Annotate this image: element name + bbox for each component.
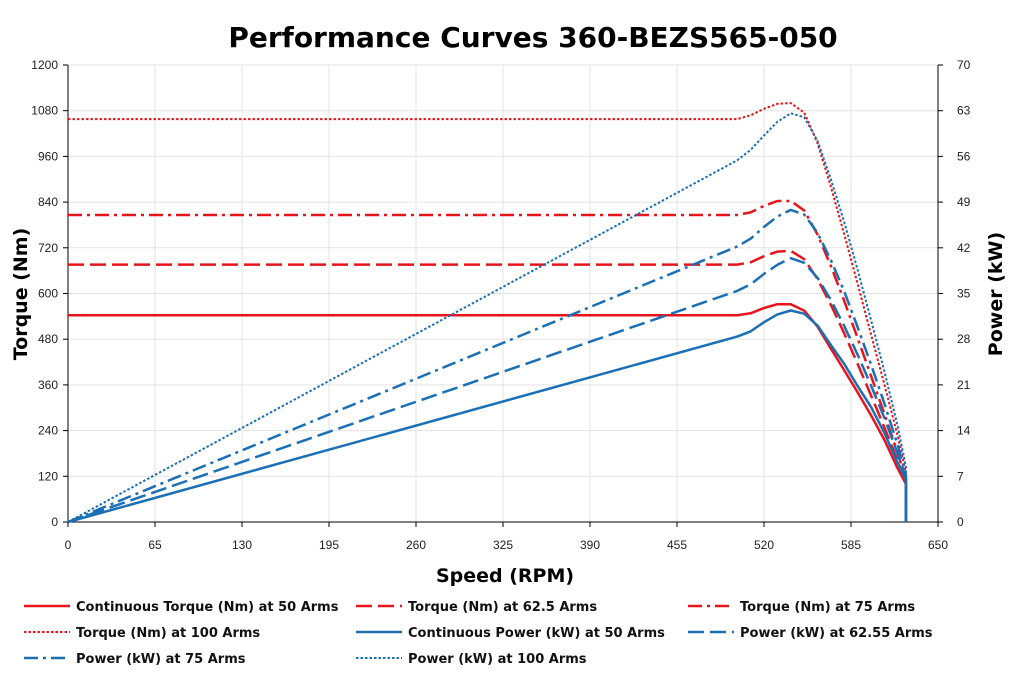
legend-label-8: Power (kW) at 100 Arms bbox=[408, 652, 587, 667]
x-tick-label: 0 bbox=[65, 538, 72, 552]
y-tick-label: 0 bbox=[51, 515, 58, 529]
x-axis-title: Speed (RPM) bbox=[436, 565, 574, 587]
y2-tick-label: 63 bbox=[957, 104, 971, 118]
y-tick-label: 360 bbox=[38, 378, 58, 392]
legend-label-7: Power (kW) at 75 Arms bbox=[76, 652, 246, 667]
x-tick-label: 260 bbox=[406, 538, 426, 552]
y2-tick-label: 56 bbox=[957, 149, 971, 163]
y-tick-label: 720 bbox=[38, 241, 58, 255]
legend-label-3: Torque (Nm) at 75 Arms bbox=[740, 600, 915, 615]
y-tick-label: 960 bbox=[38, 149, 58, 163]
legend-label-1: Continuous Torque (Nm) at 50 Arms bbox=[76, 600, 339, 615]
y-tick-label: 1200 bbox=[31, 58, 58, 72]
series-line-3 bbox=[68, 199, 908, 522]
x-tick-label: 520 bbox=[754, 538, 774, 552]
y2-tick-label: 70 bbox=[957, 58, 971, 72]
y-tick-label: 1080 bbox=[31, 104, 58, 118]
axes bbox=[63, 64, 943, 527]
y2-axis-title: Power (kW) bbox=[985, 232, 1007, 356]
y2-tick-label: 49 bbox=[957, 195, 971, 209]
y-tick-label: 240 bbox=[38, 424, 58, 438]
series-line-2 bbox=[68, 249, 908, 522]
series-line-5 bbox=[67, 309, 908, 524]
y-tick-label: 480 bbox=[38, 332, 58, 346]
y2-tick-label: 35 bbox=[957, 287, 971, 301]
x-tick-label: 325 bbox=[493, 538, 513, 552]
y2-tick-label: 0 bbox=[957, 515, 964, 529]
x-tick-label: 195 bbox=[319, 538, 339, 552]
x-tick-label: 585 bbox=[841, 538, 861, 552]
y-tick-label: 840 bbox=[38, 195, 58, 209]
x-tick-label: 455 bbox=[667, 538, 687, 552]
y2-tick-label: 14 bbox=[957, 424, 971, 438]
series-group bbox=[67, 102, 908, 524]
legend-label-5: Continuous Power (kW) at 50 Arms bbox=[408, 626, 665, 641]
legend: Continuous Torque (Nm) at 50 Arms Torque … bbox=[24, 600, 933, 667]
x-axis-ticks: 0 65 130 195 260 325 390 455 520 585 650 bbox=[65, 538, 949, 552]
grid bbox=[67, 64, 939, 523]
y2-tick-label: 7 bbox=[957, 469, 964, 483]
left-axis-ticks: 0 120 240 360 480 600 720 840 960 1080 1200 bbox=[31, 58, 58, 529]
series-line-7 bbox=[67, 208, 908, 524]
y2-tick-label: 42 bbox=[957, 241, 971, 255]
x-tick-label: 65 bbox=[148, 538, 162, 552]
series-line-8 bbox=[67, 112, 907, 523]
series-line-1 bbox=[68, 302, 908, 522]
y-axis-title: Torque (Nm) bbox=[10, 228, 32, 361]
right-axis-ticks: 0 7 14 21 28 35 42 49 56 63 70 bbox=[957, 58, 971, 529]
y-tick-label: 120 bbox=[38, 469, 58, 483]
x-tick-label: 390 bbox=[580, 538, 600, 552]
legend-label-6: Power (kW) at 62.55 Arms bbox=[740, 626, 933, 641]
x-tick-label: 650 bbox=[928, 538, 948, 552]
series-line-6 bbox=[67, 256, 908, 524]
y2-tick-label: 21 bbox=[957, 378, 971, 392]
y-tick-label: 600 bbox=[38, 287, 58, 301]
y2-tick-label: 28 bbox=[957, 332, 971, 346]
legend-label-4: Torque (Nm) at 100 Arms bbox=[76, 626, 260, 641]
x-tick-label: 130 bbox=[232, 538, 252, 552]
series-line-4 bbox=[68, 102, 907, 522]
chart-title: Performance Curves 360-BEZS565-050 bbox=[228, 21, 837, 54]
legend-label-2: Torque (Nm) at 62.5 Arms bbox=[408, 600, 597, 615]
